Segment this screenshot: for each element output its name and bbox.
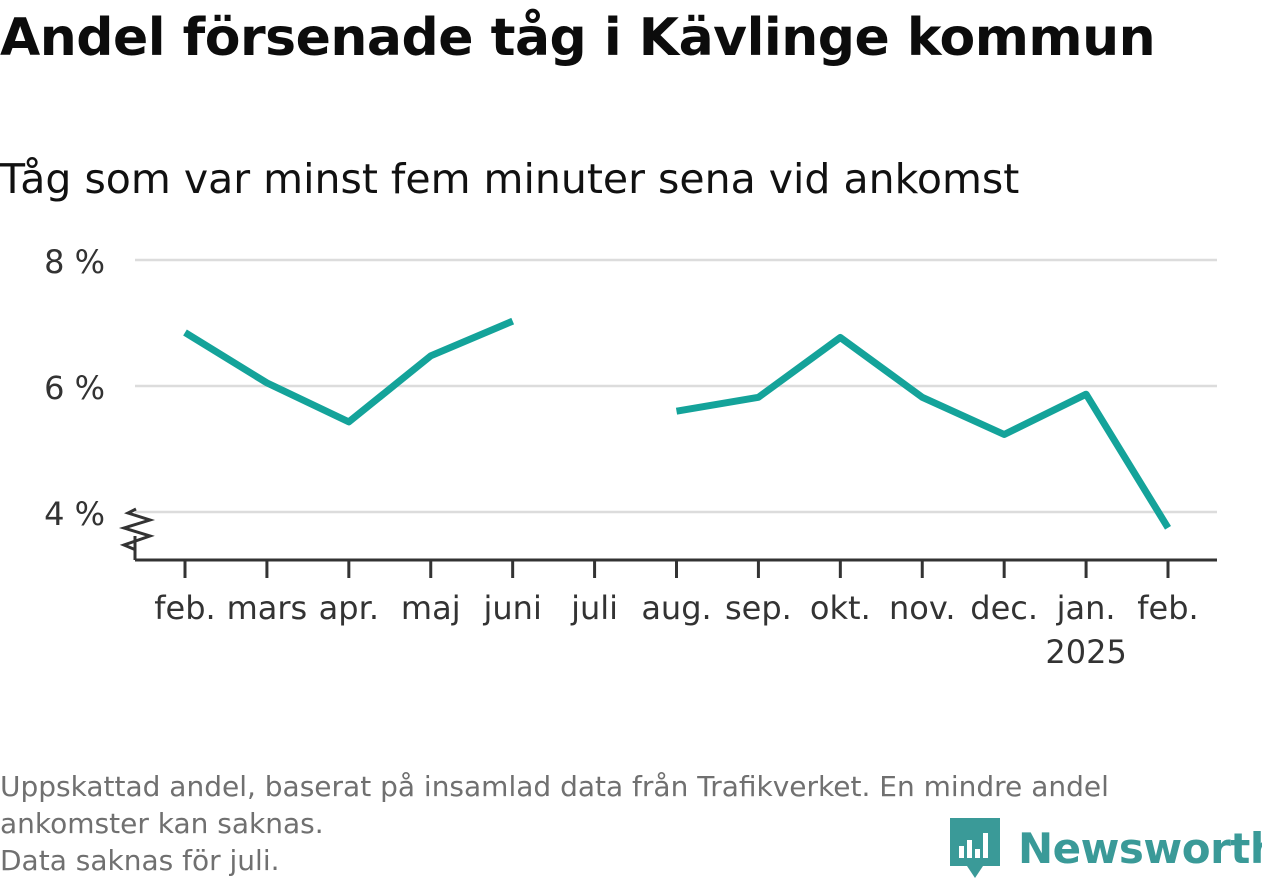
x-tick-label: nov. [889,589,955,627]
x-axis-ticks [183,560,1170,578]
newsworthy-logo-text: Newsworthy [1018,823,1262,873]
x-tick-label: okt. [810,589,871,627]
x-tick-label: jan. [1056,589,1116,627]
x-year-label: 2025 [1045,633,1126,671]
y-axis-tick-labels: 4 % 6 % 8 % [44,243,105,533]
footer-note-line-1: Uppskattad andel, baserat på insamlad da… [0,770,1109,803]
x-tick-label: aug. [641,589,711,627]
x-tick-label: feb. [1137,589,1198,627]
series-lines [183,317,1171,530]
gridlines [135,258,1217,514]
x-axis-tick-labels: feb. mars apr. maj juni juli aug. sep. okt. nov. d… [154,589,1198,671]
x-axis [118,507,1217,562]
axis-break-icon [118,507,156,552]
x-tick-label: apr. [319,589,379,627]
newsworthy-logo: Newsworthy [950,818,1262,878]
x-tick-label: juni [482,589,541,627]
y-tick-label: 6 % [44,369,105,407]
y-tick-label: 4 % [44,495,105,533]
footer-note-line-3: Data saknas för juli. [0,844,280,877]
x-tick-label: juli [570,589,618,627]
newsworthy-logo-icon [950,818,1000,878]
x-tick-label: feb. [154,589,215,627]
series-line [183,317,515,426]
x-tick-label: maj [401,589,461,627]
footer-note: Uppskattad andel, baserat på insamlad da… [0,768,1250,879]
x-tick-label: mars [227,589,308,627]
x-tick-label: dec. [970,589,1038,627]
y-tick-label: 8 % [44,243,105,281]
x-tick-label: sep. [725,589,792,627]
chart-title: Andel försenade tåg i Kävlinge kommun [0,8,1156,68]
series-line [675,334,1171,530]
chart-subtitle: Tåg som var minst fem minuter sena vid a… [0,155,1020,203]
footer-note-line-2: ankomster kan saknas. [0,807,324,840]
